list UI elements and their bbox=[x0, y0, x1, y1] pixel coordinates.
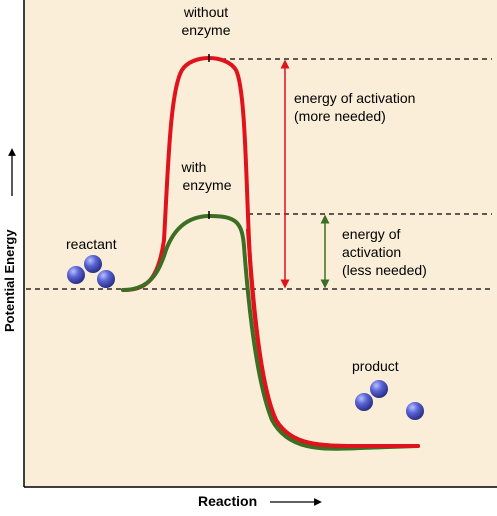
label-without-enzyme-1: without bbox=[183, 4, 228, 20]
reactant-molecules bbox=[67, 255, 115, 288]
label-with-enzyme-2: enzyme bbox=[182, 177, 231, 193]
label-activation-less-1: energy of bbox=[342, 226, 400, 242]
label-reactant: reactant bbox=[66, 236, 117, 252]
product-molecule bbox=[355, 393, 373, 411]
reactant-molecule bbox=[67, 266, 85, 284]
product-molecule bbox=[370, 380, 388, 398]
label-activation-less-3: (less needed) bbox=[342, 262, 427, 278]
label-with-enzyme-1: with bbox=[181, 159, 207, 175]
y-axis-label: Potential Energy bbox=[2, 229, 17, 332]
product-molecule bbox=[406, 402, 424, 420]
x-axis-label: Reaction bbox=[198, 493, 257, 509]
label-without-enzyme-2: enzyme bbox=[181, 22, 230, 38]
label-activation-more-1: energy of activation bbox=[294, 90, 415, 106]
reactant-molecule bbox=[84, 255, 102, 273]
label-activation-less-2: activation bbox=[342, 244, 401, 260]
curve-with-enzyme bbox=[121, 213, 420, 451]
label-activation-more-2: (more needed) bbox=[294, 108, 386, 124]
reactant-molecule bbox=[97, 270, 115, 288]
product-molecules bbox=[355, 380, 424, 420]
label-product: product bbox=[352, 358, 399, 374]
curve-without-enzyme-tail bbox=[246, 228, 420, 448]
